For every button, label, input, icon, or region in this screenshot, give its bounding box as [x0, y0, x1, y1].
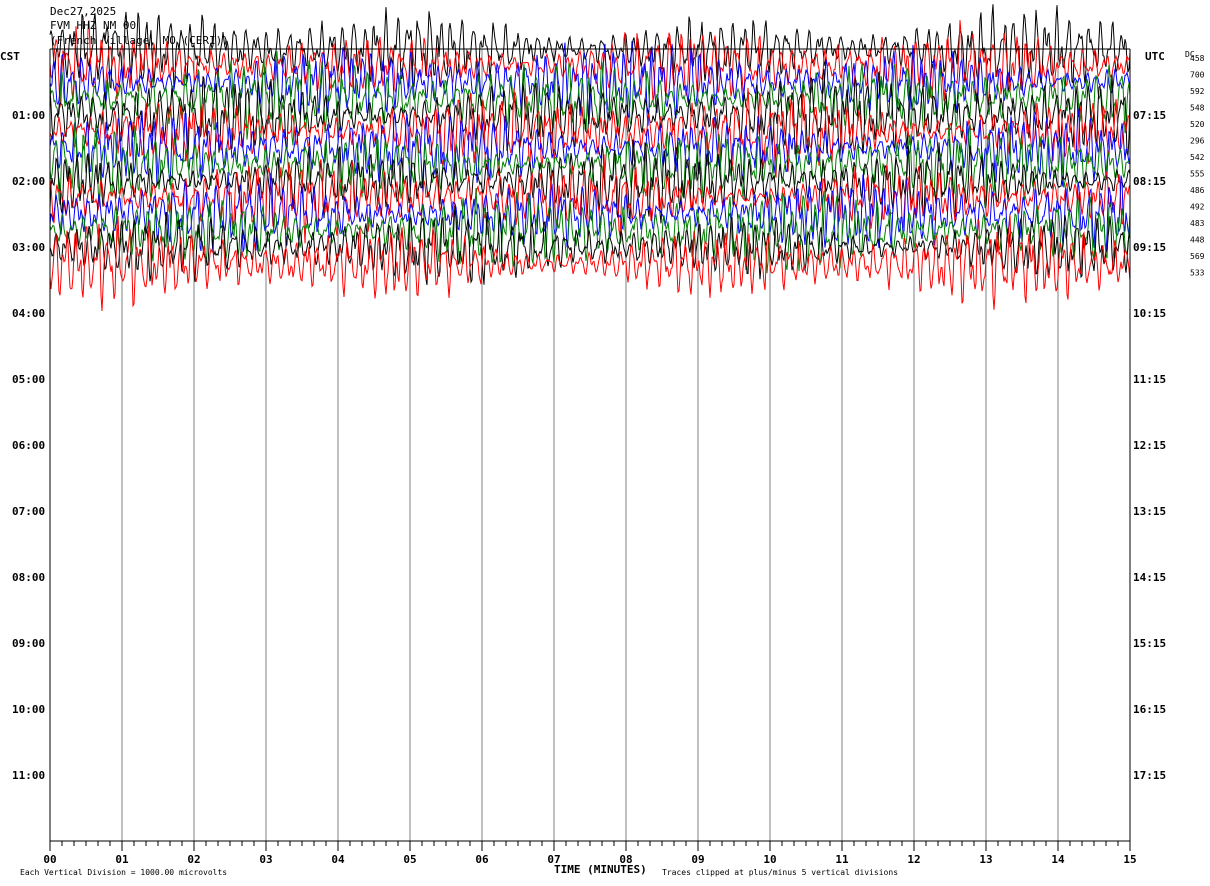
dc-offset-value: 542 [1190, 153, 1205, 162]
clip-note: Traces clipped at plus/minus 5 vertical … [662, 868, 899, 877]
right-hour-label: 07:15 [1133, 109, 1166, 122]
x-tick-label: 11 [835, 853, 849, 866]
left-hour-label: 05:00 [12, 373, 45, 386]
x-axis-title: TIME (MINUTES) [554, 863, 647, 876]
left-hour-label: 06:00 [12, 439, 45, 452]
right-timezone-label: UTC [1145, 50, 1165, 63]
left-hour-label: 04:00 [12, 307, 45, 320]
dc-offset-value: 533 [1190, 269, 1205, 278]
scale-note: Each Vertical Division = 1000.00 microvo… [20, 868, 228, 877]
right-hour-label: 10:15 [1133, 307, 1166, 320]
seismic-trace [49, 87, 1131, 178]
right-hour-label: 15:15 [1133, 637, 1166, 650]
dc-offset-value: 296 [1190, 137, 1205, 146]
seismic-trace [49, 139, 1131, 224]
x-axis-ticks [49, 841, 1131, 851]
dc-header: DC [1185, 50, 1195, 59]
axis-labels: 00 01 02 03 04 05 06 07 08 09 10 11 12 13 14 15 01:00 02:… [12, 50, 1205, 866]
right-hour-label: 13:15 [1133, 505, 1166, 518]
x-tick-label: 07 [547, 853, 560, 866]
left-hour-label: 02:00 [12, 175, 45, 188]
dc-offset-value: 486 [1190, 186, 1205, 195]
x-tick-label: 01 [115, 853, 129, 866]
right-hour-label: 09:15 [1133, 241, 1166, 254]
seismic-trace [49, 4, 1131, 92]
seismic-trace [49, 205, 1131, 285]
x-tick-label: 06 [475, 853, 489, 866]
right-hour-label: 11:15 [1133, 373, 1166, 386]
left-hour-label: 10:00 [12, 703, 45, 716]
x-tick-label: 15 [1123, 853, 1136, 866]
seismic-trace [49, 154, 1131, 244]
left-timezone-label: CST [0, 50, 20, 63]
right-hour-label: 17:15 [1133, 769, 1166, 782]
dc-offset-value: 569 [1190, 252, 1205, 261]
dc-offset-value: 548 [1190, 104, 1205, 113]
x-tick-label: 04 [331, 853, 345, 866]
dc-offset-value: 448 [1190, 236, 1205, 245]
seismic-trace [49, 120, 1131, 208]
left-hour-label: 08:00 [12, 571, 45, 584]
left-hour-label: 11:00 [12, 769, 45, 782]
dc-offset-value: 483 [1190, 219, 1205, 228]
right-hour-label: 12:15 [1133, 439, 1166, 452]
left-hour-label: 09:00 [12, 637, 45, 650]
right-hour-label: 14:15 [1133, 571, 1166, 584]
x-tick-label: 00 [43, 853, 56, 866]
dc-offset-value: 520 [1190, 120, 1205, 129]
header-station: FVM HHZ NM 00 [50, 19, 137, 32]
x-tick-label: 12 [907, 853, 920, 866]
seismic-trace [49, 214, 1131, 312]
x-tick-label: 14 [1051, 853, 1065, 866]
x-tick-label: 13 [979, 853, 992, 866]
seismic-trace [49, 187, 1131, 274]
dc-offset-value: 555 [1190, 170, 1205, 179]
dc-offset-value: 492 [1190, 203, 1205, 212]
right-hour-label: 08:15 [1133, 175, 1166, 188]
dc-offset-value: 458 [1190, 54, 1205, 63]
x-tick-label: 09 [691, 853, 704, 866]
seismic-traces [49, 4, 1131, 312]
left-hour-label: 03:00 [12, 241, 45, 254]
x-tick-label: 10 [763, 853, 776, 866]
left-hour-label: 01:00 [12, 109, 45, 122]
dc-offset-value: 592 [1190, 87, 1205, 96]
right-hour-label: 16:15 [1133, 703, 1166, 716]
x-tick-label: 03 [259, 853, 272, 866]
header-date: Dec27,2025 [50, 5, 117, 18]
x-tick-label: 02 [187, 853, 200, 866]
x-tick-label: 05 [403, 853, 416, 866]
header-location: (French Village, MO (CERI)) [50, 34, 229, 47]
left-hour-label: 07:00 [12, 505, 45, 518]
dc-offset-value: 700 [1190, 71, 1205, 80]
x-tick-label: 08 [619, 853, 632, 866]
